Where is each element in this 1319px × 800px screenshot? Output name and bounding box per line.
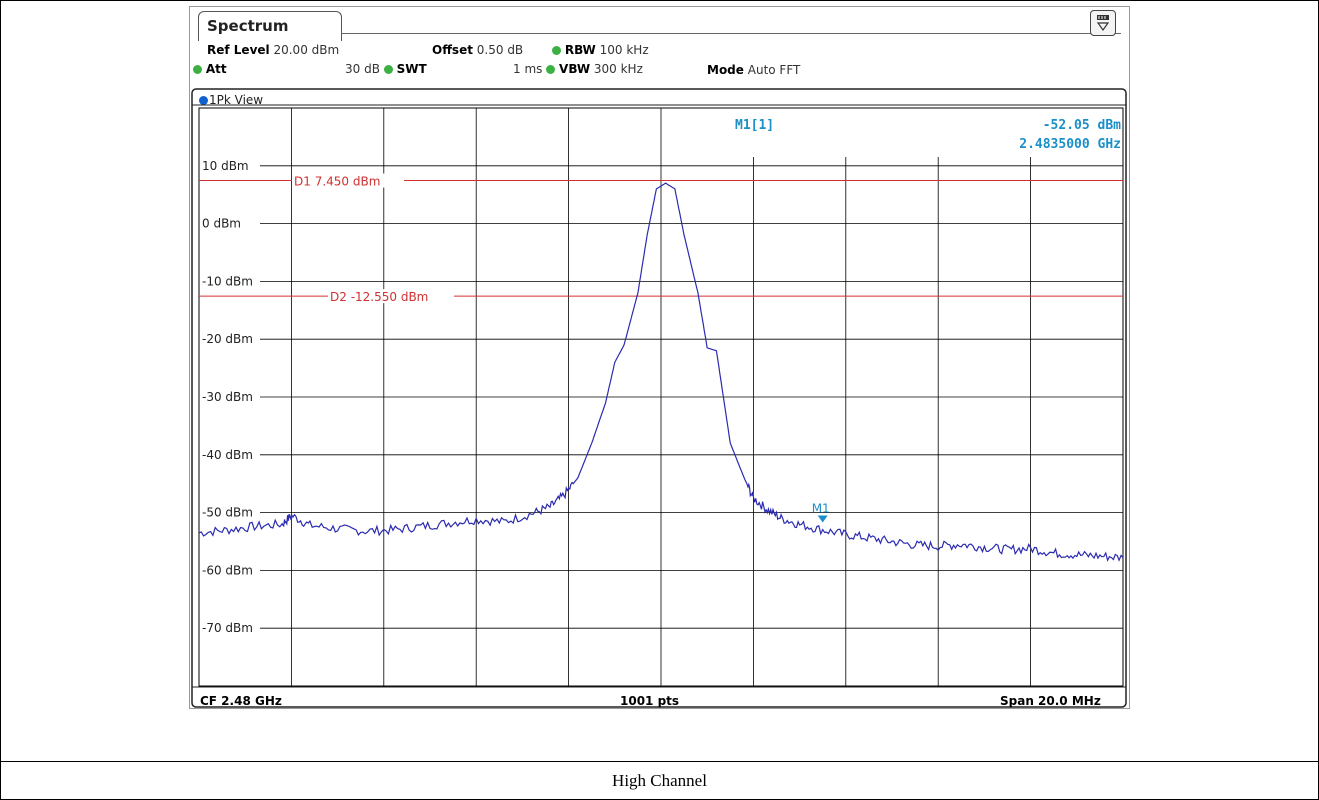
mode-setting: Mode Auto FFT — [707, 63, 800, 77]
ref-level-label: Ref Level — [207, 43, 270, 57]
rbw-coupled-icon — [552, 46, 561, 55]
tab-spectrum[interactable]: Spectrum — [198, 11, 342, 41]
offset-setting: Offset 0.50 dB — [432, 43, 523, 57]
y-tick-label: -10 dBm — [202, 274, 253, 288]
y-tick-label: 0 dBm — [202, 217, 241, 231]
marker-m1-triangle — [817, 515, 828, 523]
trace-view-label: 1Pk View — [199, 93, 263, 107]
menu-icon[interactable] — [1090, 10, 1116, 36]
display-line-label-2: D2 -12.550 dBm — [330, 290, 428, 304]
display-line-label-1: D1 7.450 dBm — [294, 175, 380, 189]
menu-icon-glyph — [1096, 15, 1110, 32]
analyzer-screenshot: Spectrum Ref Level 20.00 dBm Offset 0.50… — [189, 6, 1130, 709]
marker-readout-level: -52.05 dBm — [1043, 118, 1121, 133]
att-value-setting: 30 dB SWT — [345, 62, 427, 76]
rbw-setting: RBW 100 kHz — [552, 43, 649, 57]
ref-level-value: 20.00 dBm — [273, 43, 340, 57]
marker-m1-label: M1 — [812, 501, 830, 515]
vbw-label: VBW — [559, 62, 591, 76]
y-tick-label: -20 dBm — [202, 332, 253, 346]
display-line-label-bg — [292, 173, 404, 188]
figure-caption: High Channel — [612, 771, 707, 790]
vbw-value: 300 kHz — [593, 62, 643, 76]
att-coupled-icon — [193, 65, 202, 74]
ref-level-setting: Ref Level 20.00 dBm — [207, 43, 339, 57]
offset-value: 0.50 dB — [476, 43, 524, 57]
spectrum-trace — [198, 182, 1124, 562]
display-line-label-bg — [328, 289, 454, 304]
tab-baseline — [341, 33, 1121, 34]
rbw-value: 100 kHz — [599, 43, 649, 57]
marker-readout-name: M1[1] — [735, 118, 774, 133]
swt-label: SWT — [396, 62, 427, 76]
vbw-coupled-icon — [546, 65, 556, 74]
att-setting: Att — [193, 62, 227, 76]
mode-value: Auto FFT — [747, 63, 801, 77]
caption-divider — [1, 761, 1318, 762]
swt-value-setting: 1 ms VBW 300 kHz — [513, 62, 643, 76]
rbw-label: RBW — [564, 43, 596, 57]
y-tick-label: -60 dBm — [202, 563, 253, 577]
trace-indicator-icon — [199, 96, 208, 105]
y-tick-label: -50 dBm — [202, 506, 253, 520]
sweep-points-label: 1001 pts — [620, 694, 680, 708]
plot-border — [191, 88, 1127, 708]
mode-label: Mode — [707, 63, 744, 77]
tab-spectrum-label: Spectrum — [207, 17, 289, 35]
y-tick-label: 10 dBm — [202, 159, 249, 173]
center-frequency-label: CF 2.48 GHz — [200, 694, 282, 708]
offset-label: Offset — [432, 43, 473, 57]
y-tick-label: -30 dBm — [202, 390, 253, 404]
swt-value: 1 ms — [513, 62, 543, 76]
swt-coupled-icon — [383, 65, 393, 74]
att-value: 30 dB — [345, 62, 380, 76]
y-tick-label: -70 dBm — [202, 621, 253, 635]
att-label: Att — [205, 62, 227, 76]
trace-view-text: 1Pk View — [209, 93, 264, 107]
y-tick-label: -40 dBm — [202, 448, 253, 462]
span-label: Span 20.0 MHz — [1000, 694, 1101, 708]
spectrum-plot: 10 dBm 0 dBm -10 dBm -20 dBm -30 dBm -40 dBm -… — [191, 88, 1127, 708]
marker-readout-frequency: 2.4835000 GHz — [1019, 137, 1121, 152]
